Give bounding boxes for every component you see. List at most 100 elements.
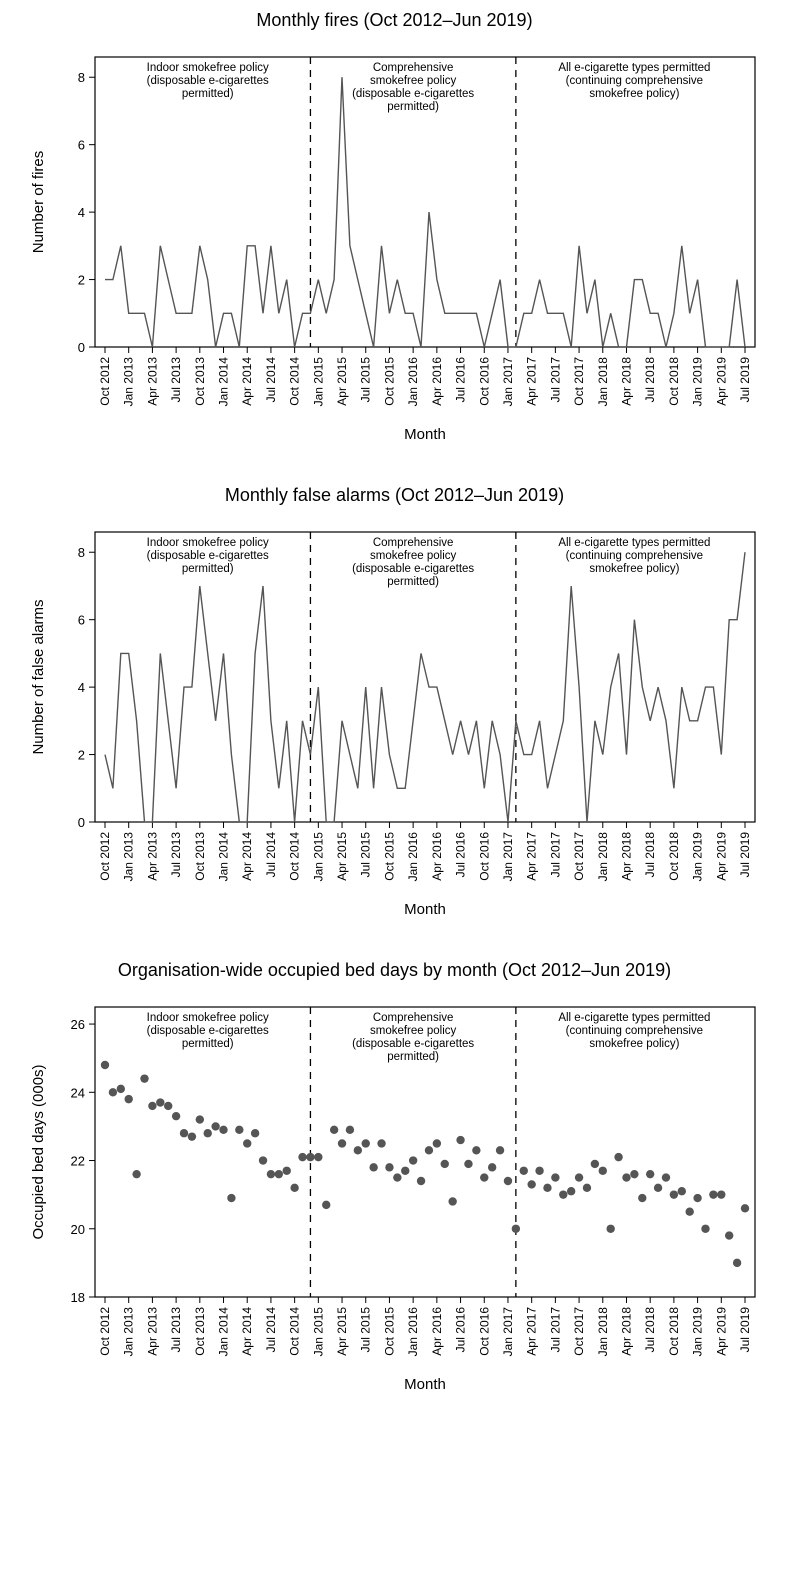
svg-text:Apr 2018: Apr 2018 [619, 832, 633, 881]
data-point [211, 1122, 219, 1130]
svg-text:Oct 2015: Oct 2015 [382, 357, 396, 406]
data-point [195, 1115, 203, 1123]
svg-text:(disposable e-cigarettes: (disposable e-cigarettes [352, 563, 474, 575]
svg-text:20: 20 [70, 1222, 84, 1237]
svg-text:permitted): permitted) [387, 1051, 439, 1063]
data-point [590, 1160, 598, 1168]
svg-text:Jul 2015: Jul 2015 [358, 1307, 372, 1353]
data-point [693, 1194, 701, 1202]
svg-text:Apr 2017: Apr 2017 [524, 1307, 538, 1356]
svg-text:permitted): permitted) [181, 88, 233, 100]
svg-text:Oct 2017: Oct 2017 [572, 357, 586, 406]
data-point [337, 1139, 345, 1147]
svg-text:Oct 2018: Oct 2018 [666, 832, 680, 881]
svg-text:Jan 2018: Jan 2018 [595, 832, 609, 882]
svg-text:Jul 2013: Jul 2013 [169, 832, 183, 878]
svg-text:Oct 2013: Oct 2013 [192, 1307, 206, 1356]
svg-text:Oct 2016: Oct 2016 [477, 357, 491, 406]
svg-text:Jan 2014: Jan 2014 [216, 832, 230, 882]
svg-text:Apr 2014: Apr 2014 [240, 1307, 254, 1356]
data-point [645, 1170, 653, 1178]
data-point [290, 1184, 298, 1192]
data-point [677, 1187, 685, 1195]
svg-text:2: 2 [77, 748, 84, 763]
svg-text:(disposable e-cigarettes: (disposable e-cigarettes [146, 1025, 268, 1037]
svg-text:Jan 2015: Jan 2015 [311, 357, 325, 407]
svg-text:(disposable e-cigarettes: (disposable e-cigarettes [146, 75, 268, 87]
x-axis-label: Month [404, 901, 446, 918]
y-axis-label: Occupied bed days (000s) [30, 1064, 47, 1239]
svg-text:Jul 2018: Jul 2018 [643, 1307, 657, 1353]
data-point [298, 1153, 306, 1161]
chart-title: Monthly fires (Oct 2012–Jun 2019) [10, 10, 779, 31]
svg-text:smokefree policy): smokefree policy) [589, 563, 679, 575]
svg-text:Indoor smokefree policy: Indoor smokefree policy [146, 1012, 268, 1024]
svg-text:permitted): permitted) [387, 101, 439, 113]
svg-text:Jul 2018: Jul 2018 [643, 832, 657, 878]
svg-text:2: 2 [77, 273, 84, 288]
chart-title: Organisation-wide occupied bed days by m… [10, 960, 779, 981]
svg-text:Oct 2016: Oct 2016 [477, 1307, 491, 1356]
svg-text:Oct 2014: Oct 2014 [287, 832, 301, 881]
svg-text:Oct 2014: Oct 2014 [287, 357, 301, 406]
svg-text:Jan 2017: Jan 2017 [500, 832, 514, 882]
data-point [306, 1153, 314, 1161]
chart-bed-days: Organisation-wide occupied bed days by m… [10, 960, 779, 1417]
svg-text:Comprehensive: Comprehensive [372, 537, 453, 549]
data-point [598, 1167, 606, 1175]
svg-text:Oct 2018: Oct 2018 [666, 1307, 680, 1356]
svg-text:Oct 2016: Oct 2016 [477, 832, 491, 881]
data-point [250, 1129, 258, 1137]
svg-text:6: 6 [77, 613, 84, 628]
data-point [472, 1146, 480, 1154]
data-point [480, 1173, 488, 1181]
data-point [566, 1187, 574, 1195]
data-point [464, 1160, 472, 1168]
data-point [108, 1088, 116, 1096]
data-point [385, 1163, 393, 1171]
data-point [638, 1194, 646, 1202]
svg-text:4: 4 [77, 205, 84, 220]
data-point [424, 1146, 432, 1154]
svg-text:Jan 2013: Jan 2013 [121, 357, 135, 407]
svg-text:Oct 2014: Oct 2014 [287, 1307, 301, 1356]
svg-text:(disposable e-cigarettes: (disposable e-cigarettes [352, 88, 474, 100]
data-point [203, 1129, 211, 1137]
svg-text:Comprehensive: Comprehensive [372, 62, 453, 74]
svg-text:Comprehensive: Comprehensive [372, 1012, 453, 1024]
svg-text:Jan 2019: Jan 2019 [690, 832, 704, 882]
data-point [551, 1173, 559, 1181]
data-point [258, 1156, 266, 1164]
svg-text:Jan 2015: Jan 2015 [311, 832, 325, 882]
chart-svg-fires: 02468Number of firesOct 2012Jan 2013Apr … [15, 37, 775, 467]
data-point [361, 1139, 369, 1147]
svg-text:Jan 2015: Jan 2015 [311, 1307, 325, 1357]
svg-text:Apr 2018: Apr 2018 [619, 1307, 633, 1356]
svg-text:permitted): permitted) [387, 576, 439, 588]
svg-text:Jan 2019: Jan 2019 [690, 1307, 704, 1357]
svg-text:permitted): permitted) [181, 563, 233, 575]
chart-svg-false-alarms: 02468Number of false alarmsOct 2012Jan 2… [15, 512, 775, 942]
data-point [416, 1177, 424, 1185]
svg-text:smokefree policy: smokefree policy [369, 75, 456, 87]
svg-text:Jul 2016: Jul 2016 [453, 357, 467, 403]
svg-text:Apr 2013: Apr 2013 [145, 357, 159, 406]
data-point [116, 1085, 124, 1093]
data-point [440, 1160, 448, 1168]
svg-text:8: 8 [77, 545, 84, 560]
data-point [148, 1102, 156, 1110]
svg-text:Apr 2016: Apr 2016 [429, 832, 443, 881]
data-point [219, 1126, 227, 1134]
data-point [448, 1197, 456, 1205]
data-point [559, 1190, 567, 1198]
svg-text:(continuing comprehensive: (continuing comprehensive [565, 1025, 702, 1037]
svg-text:All e-cigarette types permitte: All e-cigarette types permitted [558, 537, 710, 549]
svg-text:0: 0 [77, 340, 84, 355]
data-point [345, 1126, 353, 1134]
svg-text:Apr 2015: Apr 2015 [335, 832, 349, 881]
data-point [401, 1167, 409, 1175]
data-point [408, 1156, 416, 1164]
svg-text:Jan 2014: Jan 2014 [216, 1307, 230, 1357]
data-point [535, 1167, 543, 1175]
x-axis-label: Month [404, 1376, 446, 1393]
